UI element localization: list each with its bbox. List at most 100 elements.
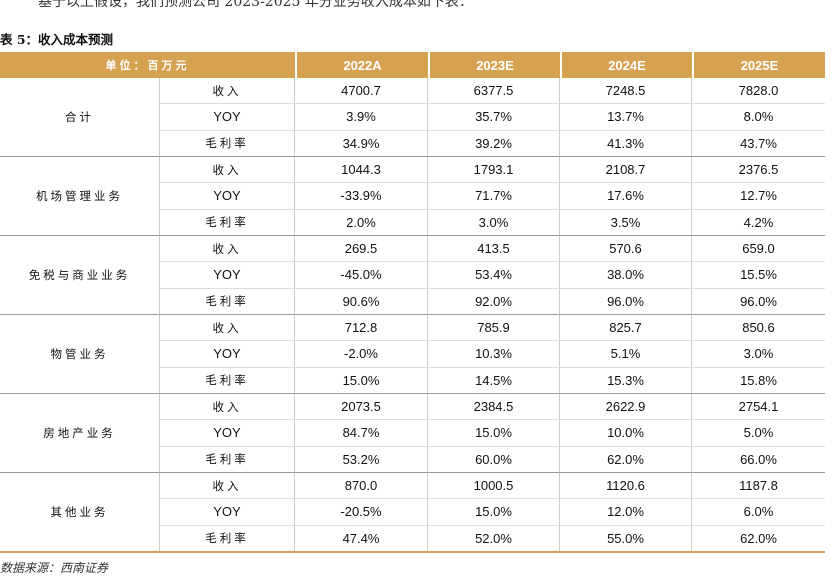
group-name: 免税与商业业务 [0,236,160,315]
cell: 5.1% [560,341,692,368]
cell: 10.0% [560,420,692,447]
cell: 34.9% [295,130,428,157]
cell: 38.0% [560,262,692,289]
source: 数据来源：西南证券 [0,560,109,575]
cell: 1187.8 [692,473,825,500]
header-bg [0,52,825,78]
cell: 1000.5 [428,473,560,500]
cell: 413.5 [428,236,560,263]
cell: 7828.0 [692,78,825,105]
cell: -33.9% [295,183,428,210]
cell: 13.7% [560,104,692,131]
row-label: 收入 [160,157,295,184]
cell: 14.5% [428,367,560,394]
intro: 基于以上假设，我们预测公司 2023-2025 年分业务收入成本如下表： [38,0,473,10]
group-name: 机场管理业务 [0,157,160,236]
cell: 66.0% [692,447,825,473]
cell: 2108.7 [560,157,692,184]
cell: 12.0% [560,499,692,526]
cell: 43.7% [692,131,825,157]
cell: 570.6 [560,236,692,263]
cell: 3.5% [560,209,692,236]
cell: 96.0% [692,289,825,315]
cell: 2754.1 [692,394,825,421]
cell: 53.2% [295,446,428,473]
cell: 71.7% [428,183,560,210]
cell: -2.0% [295,341,428,368]
row-label: YOY [160,262,295,289]
cell: 3.0% [692,341,825,368]
cell: 10.3% [428,341,560,368]
cell: 52.0% [428,525,560,552]
cell: 2384.5 [428,394,560,421]
cell: 6.0% [692,499,825,526]
row-label: 毛利率 [160,446,295,473]
cell: 90.6% [295,288,428,315]
cell: 2376.5 [692,157,825,184]
row-label: 收入 [160,78,295,105]
cell: 17.6% [560,183,692,210]
row-label: 收入 [160,236,295,263]
cell: 2073.5 [295,394,428,421]
row-label: YOY [160,499,295,526]
cell: 785.9 [428,315,560,342]
row-label: 毛利率 [160,525,295,552]
cell: 62.0% [692,526,825,552]
cell: 35.7% [428,104,560,131]
caption: 表 5：收入成本预测 [0,31,114,47]
row-label: 毛利率 [160,209,295,236]
cell: 269.5 [295,236,428,263]
cell: 15.3% [560,367,692,394]
cell: 5.0% [692,420,825,447]
row-label: YOY [160,420,295,447]
cell: 4700.7 [295,78,428,105]
cell: 15.0% [428,499,560,526]
header-cell: 单位：百万元 [105,59,190,72]
cell: 7248.5 [560,78,692,105]
row-label: YOY [160,104,295,131]
cell: 3.0% [428,209,560,236]
cell: 15.8% [692,368,825,394]
bottom-rule [0,551,825,553]
cell: 62.0% [560,446,692,473]
cell: 53.4% [428,262,560,289]
cell: 659.0 [692,236,825,263]
cell: 712.8 [295,315,428,342]
group-name: 房地产业务 [0,394,160,473]
cell: 39.2% [428,130,560,157]
cell: 3.9% [295,104,428,131]
cell: 6377.5 [428,78,560,105]
cell: 15.0% [428,420,560,447]
row-label: YOY [160,183,295,210]
header-cell: 2024E [560,52,692,78]
cell: 92.0% [428,288,560,315]
group-name: 其他业务 [0,473,160,552]
cell: 4.2% [692,210,825,236]
cell: 850.6 [692,315,825,342]
row-label: 收入 [160,473,295,500]
cell: 2622.9 [560,394,692,421]
cell: -45.0% [295,262,428,289]
row-label: 收入 [160,394,295,421]
cell: 2.0% [295,209,428,236]
cell: 96.0% [560,288,692,315]
header-cell: 2023E [428,52,560,78]
cell: 15.0% [295,367,428,394]
cell: 870.0 [295,473,428,500]
cell: 15.5% [692,262,825,289]
cell: 1044.3 [295,157,428,184]
cell: 12.7% [692,183,825,210]
group-name: 物管业务 [0,315,160,394]
cell: 41.3% [560,130,692,157]
row-label: YOY [160,341,295,368]
cell: 55.0% [560,525,692,552]
cell: 84.7% [295,420,428,447]
row-label: 毛利率 [160,130,295,157]
row-label: 毛利率 [160,367,295,394]
cell: 1793.1 [428,157,560,184]
cell: 47.4% [295,525,428,552]
cell: 8.0% [692,104,825,131]
row-label: 收入 [160,315,295,342]
group-name: 合计 [0,78,160,157]
